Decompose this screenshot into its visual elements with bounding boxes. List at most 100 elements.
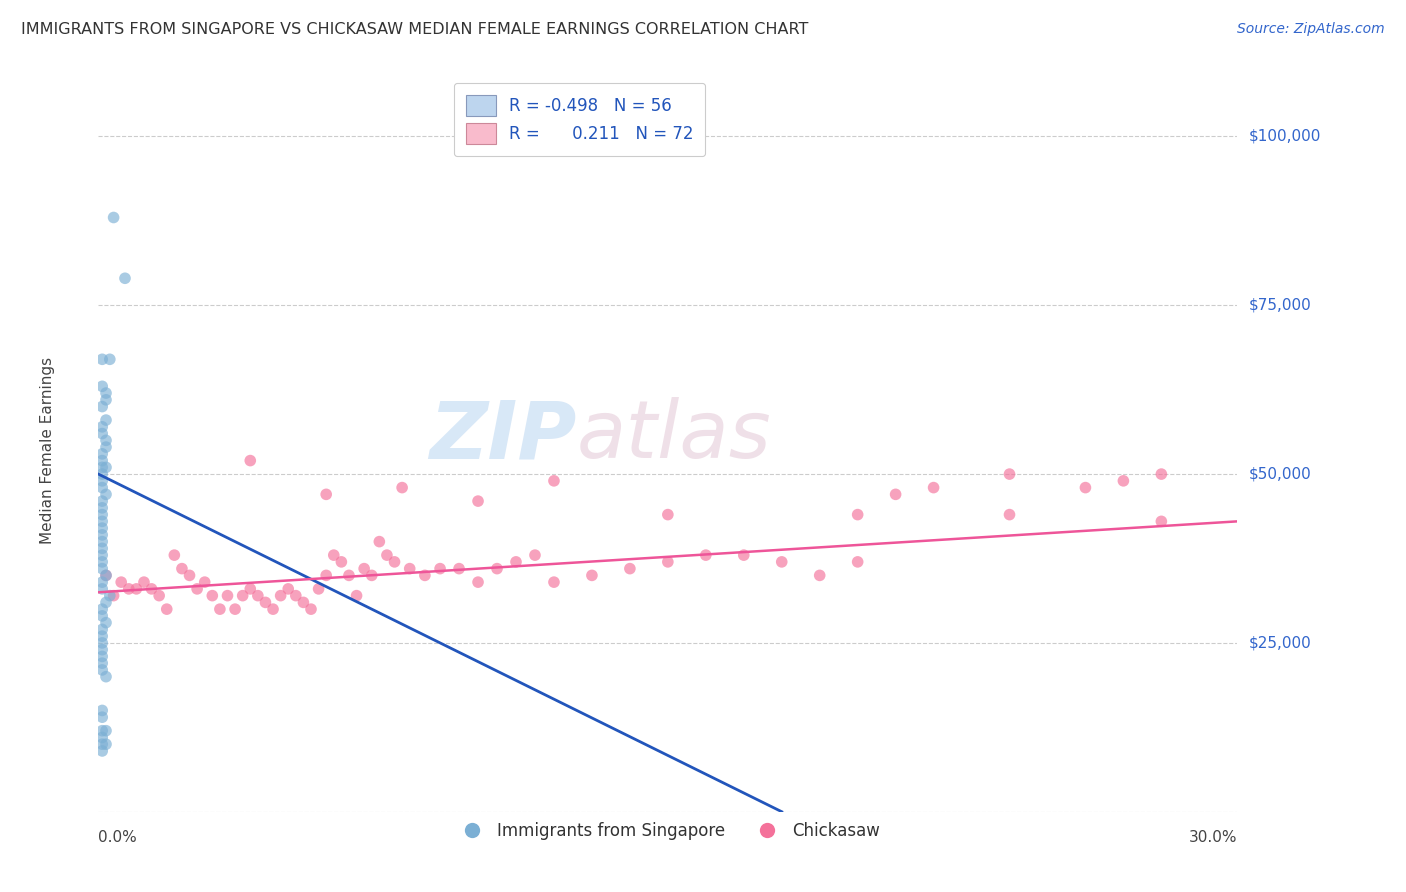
Point: [91, 514, 114, 528]
Point: [91, 602, 114, 616]
Point: [91, 379, 114, 393]
Text: $100,000: $100,000: [1249, 129, 1320, 144]
Point: [170, 561, 193, 575]
Point: [91, 453, 114, 467]
Point: [91, 500, 114, 515]
Point: [91, 400, 114, 414]
Point: [91, 744, 114, 758]
Point: [375, 548, 398, 562]
Point: [284, 589, 307, 603]
Point: [94, 568, 117, 582]
Point: [91, 528, 114, 542]
Point: [429, 561, 451, 575]
Point: [91, 460, 114, 475]
Point: [619, 561, 641, 575]
Text: atlas: atlas: [576, 397, 772, 475]
Point: [94, 413, 117, 427]
Point: [94, 460, 117, 475]
Point: [391, 481, 413, 495]
Text: 0.0%: 0.0%: [98, 830, 138, 845]
Text: ZIP: ZIP: [429, 397, 576, 475]
Point: [201, 589, 224, 603]
Point: [524, 548, 547, 562]
Point: [486, 561, 509, 575]
Point: [163, 548, 186, 562]
Point: [91, 649, 114, 664]
Point: [232, 589, 254, 603]
Point: [657, 508, 679, 522]
Point: [91, 723, 114, 738]
Point: [315, 487, 337, 501]
Point: [808, 568, 831, 582]
Point: [1112, 474, 1135, 488]
Point: [695, 548, 717, 562]
Point: [91, 737, 114, 751]
Text: $75,000: $75,000: [1249, 298, 1312, 313]
Point: [94, 434, 117, 448]
Text: IMMIGRANTS FROM SINGAPORE VS CHICKASAW MEDIAN FEMALE EARNINGS CORRELATION CHART: IMMIGRANTS FROM SINGAPORE VS CHICKASAW M…: [21, 22, 808, 37]
Point: [94, 670, 117, 684]
Point: [1150, 514, 1173, 528]
Point: [186, 582, 208, 596]
Point: [94, 392, 117, 407]
Point: [467, 494, 489, 508]
Point: [91, 521, 114, 535]
Point: [467, 575, 489, 590]
Point: [148, 589, 170, 603]
Point: [91, 656, 114, 670]
Point: [246, 589, 269, 603]
Text: Median Female Earnings: Median Female Earnings: [39, 357, 55, 544]
Point: [114, 271, 136, 285]
Point: [91, 508, 114, 522]
Point: [194, 575, 217, 590]
Point: [224, 602, 246, 616]
Point: [91, 548, 114, 562]
Point: [998, 508, 1021, 522]
Point: [110, 575, 132, 590]
Point: [141, 582, 163, 596]
Point: [315, 568, 337, 582]
Point: [998, 467, 1021, 481]
Point: [91, 710, 114, 724]
Point: [179, 568, 201, 582]
Point: [91, 481, 114, 495]
Point: [292, 595, 315, 609]
Point: [657, 555, 679, 569]
Point: [449, 561, 471, 575]
Point: [543, 575, 565, 590]
Point: [94, 615, 117, 630]
Point: [239, 582, 262, 596]
Point: [91, 629, 114, 643]
Point: [1074, 481, 1097, 495]
Point: [353, 561, 375, 575]
Point: [94, 440, 117, 454]
Point: [505, 555, 527, 569]
Point: [94, 386, 117, 401]
Point: [91, 575, 114, 590]
Point: [118, 582, 141, 596]
Point: [91, 555, 114, 569]
Point: [360, 568, 382, 582]
Point: [337, 568, 360, 582]
Point: [384, 555, 406, 569]
Point: [91, 663, 114, 677]
Point: [91, 582, 114, 596]
Point: [103, 211, 125, 225]
Text: $50,000: $50,000: [1249, 467, 1312, 482]
Point: [91, 474, 114, 488]
Point: [91, 731, 114, 745]
Point: [1150, 467, 1173, 481]
Point: [91, 447, 114, 461]
Point: [91, 541, 114, 556]
Point: [330, 555, 353, 569]
Text: 30.0%: 30.0%: [1189, 830, 1237, 845]
Point: [846, 508, 869, 522]
Point: [125, 582, 148, 596]
Point: [91, 467, 114, 481]
Point: [91, 703, 114, 717]
Point: [91, 534, 114, 549]
Point: [922, 481, 945, 495]
Legend: Immigrants from Singapore, Chickasaw: Immigrants from Singapore, Chickasaw: [449, 815, 887, 847]
Point: [94, 568, 117, 582]
Point: [543, 474, 565, 488]
